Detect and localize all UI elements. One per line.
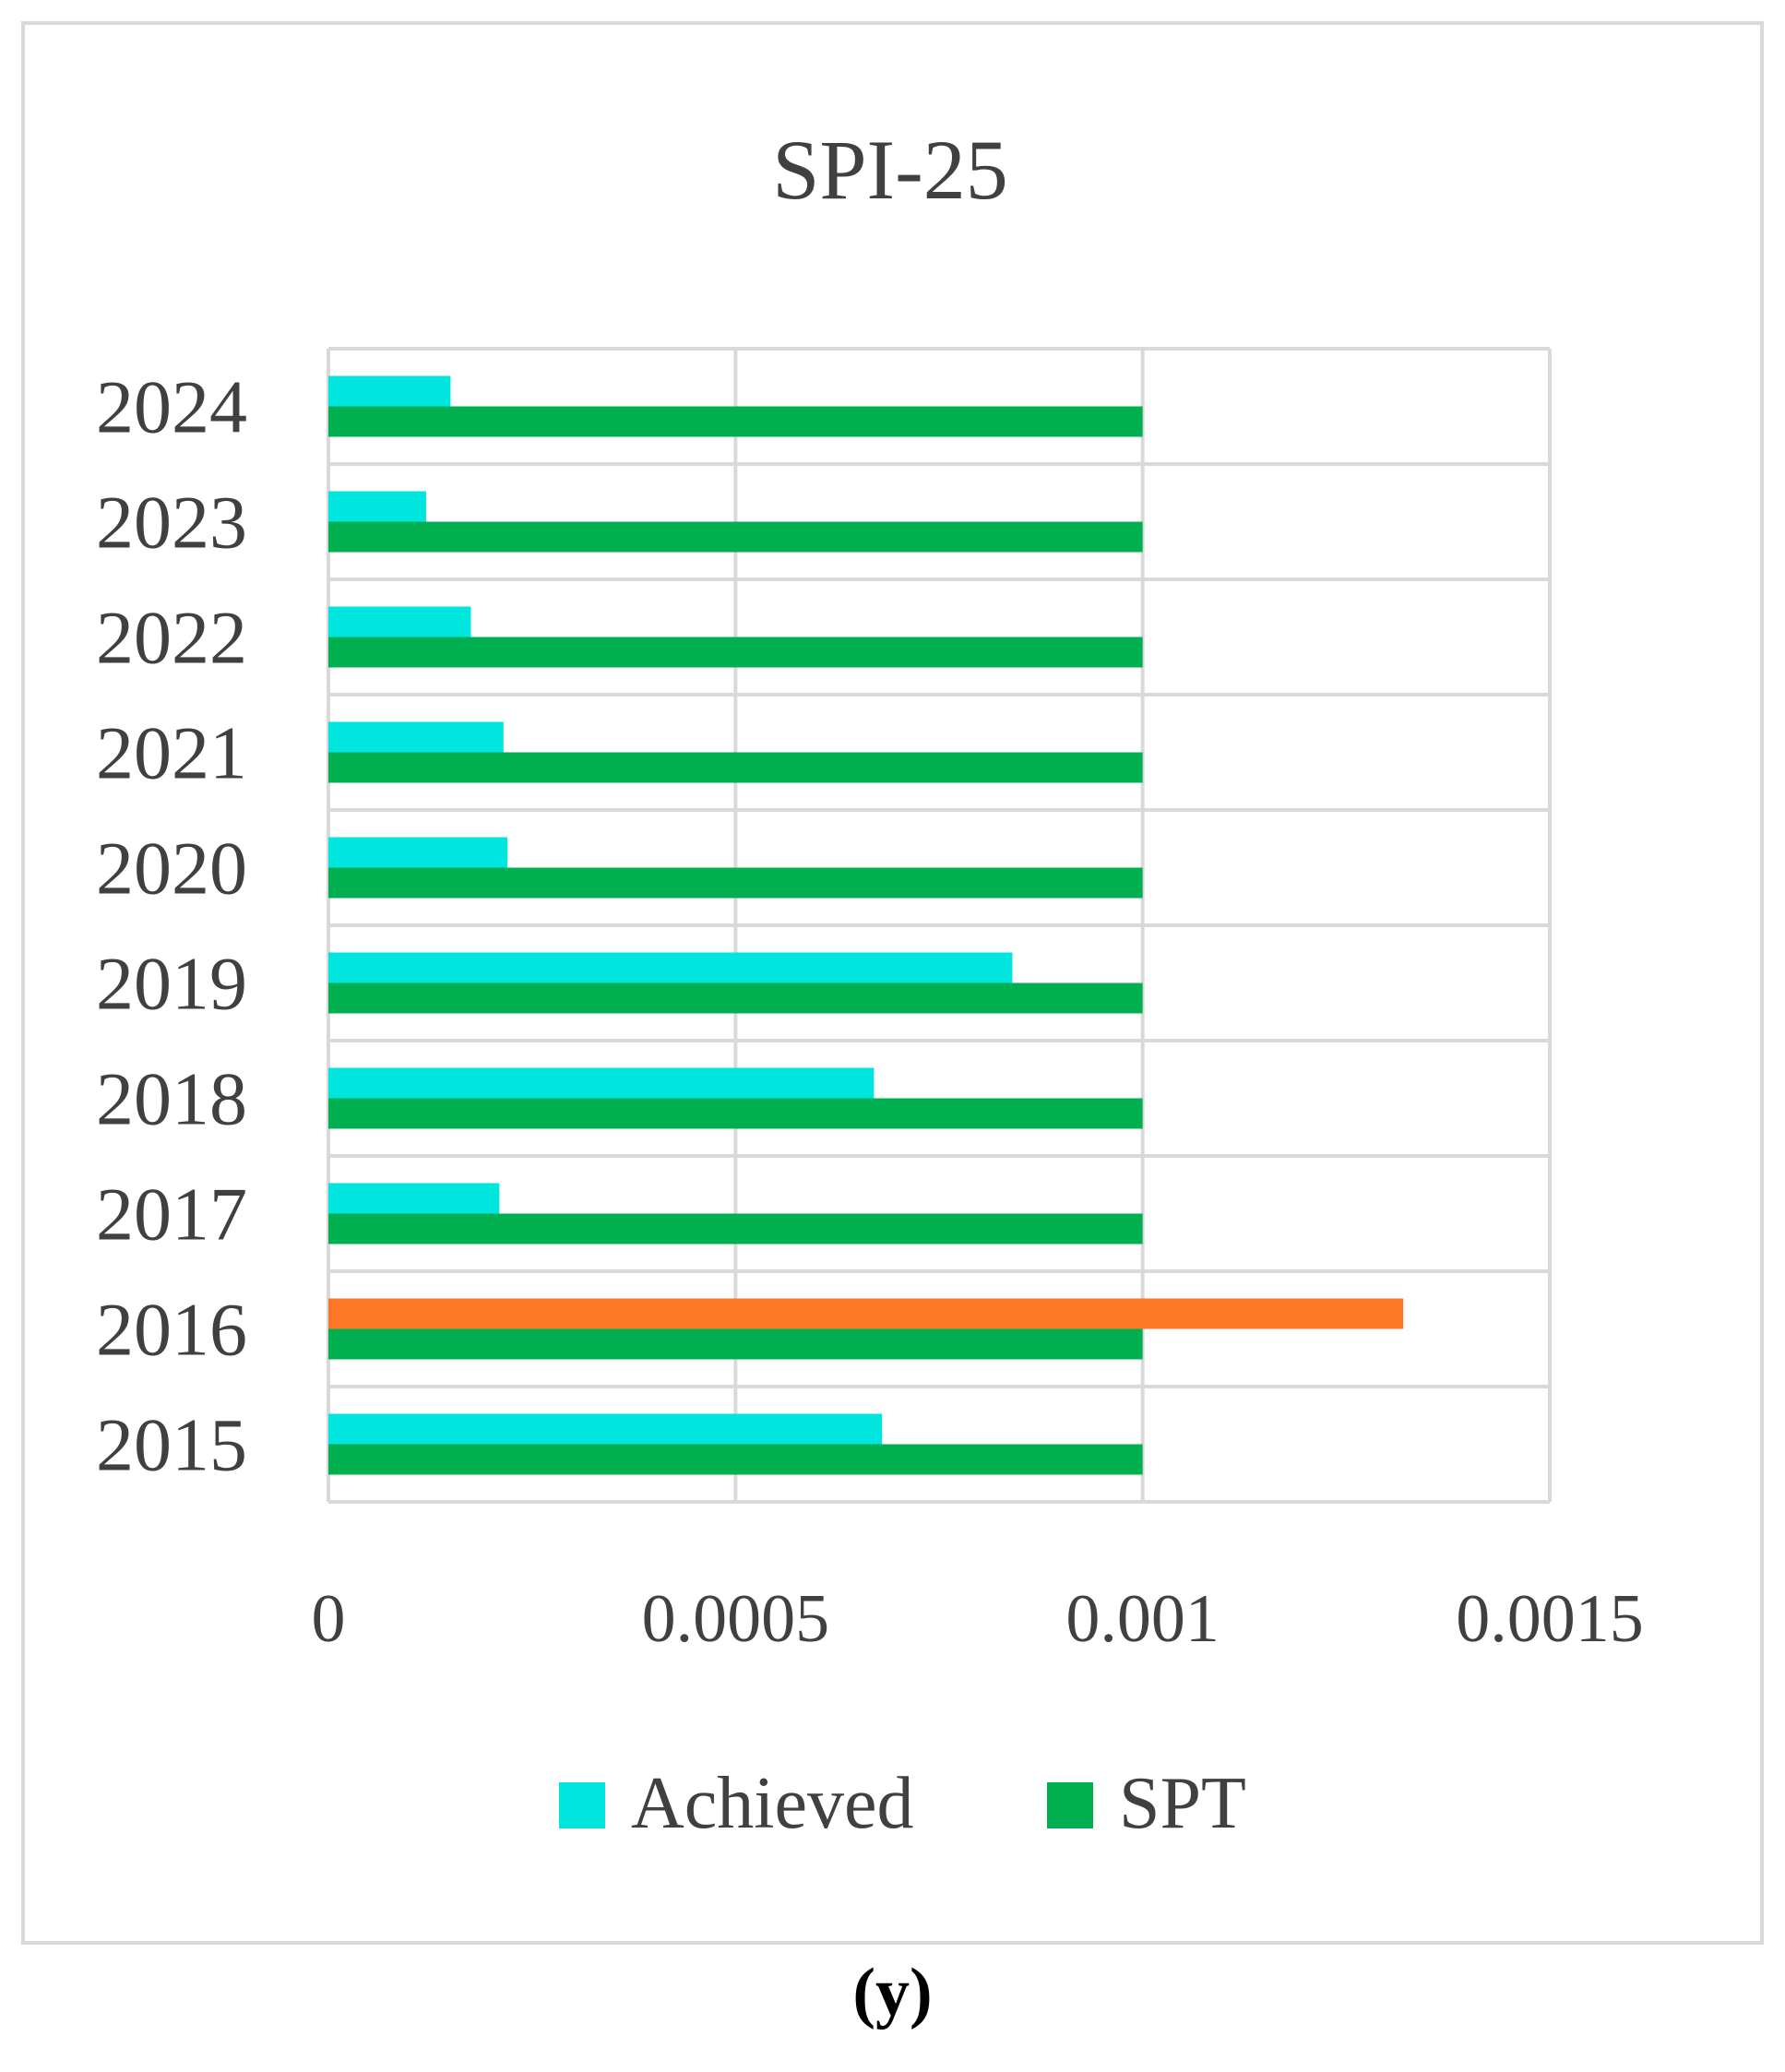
bar-achieved-2020	[328, 837, 508, 868]
category-label-2021: 2021	[96, 711, 247, 795]
category-label-2023: 2023	[96, 481, 247, 565]
category-label-2022: 2022	[96, 596, 247, 680]
category-label-2019: 2019	[96, 942, 247, 1026]
category-axis-labels: 2015 2016 2017 2018 2019 2020 2021 2022 2023 2024	[96, 365, 247, 1487]
category-label-2017: 2017	[96, 1173, 247, 1256]
value-axis-tick-labels: 0 0.0005 0.001 0.0015	[312, 1581, 1644, 1657]
bar-achieved-2019	[328, 952, 1013, 983]
bar-achieved-2021	[328, 721, 504, 753]
x-tick-label: 0	[312, 1581, 346, 1657]
category-label-2018: 2018	[96, 1057, 247, 1141]
legend-label-achieved: Achieved	[631, 1763, 914, 1844]
legend-swatch-achieved	[559, 1782, 605, 1828]
panel-caption: (y)	[852, 1955, 933, 2030]
category-label-2024: 2024	[96, 365, 247, 449]
bar-spt-2023	[328, 521, 1143, 553]
bar-achieved-2016	[328, 1298, 1404, 1329]
chart-title: SPI-25	[772, 123, 1008, 217]
bar-spt-2015	[328, 1444, 1143, 1475]
bar-spt-2024	[328, 406, 1143, 437]
bar-achieved-2023	[328, 491, 426, 522]
bar-achieved-2018	[328, 1067, 875, 1099]
bar-spt-2018	[328, 1098, 1143, 1129]
x-tick-label: 0.001	[1065, 1581, 1220, 1657]
bar-achieved-2024	[328, 375, 451, 407]
bar-spt-2022	[328, 637, 1143, 668]
bar-achieved-2017	[328, 1183, 500, 1214]
category-label-2015: 2015	[96, 1403, 247, 1487]
bar-spt-2019	[328, 982, 1143, 1014]
bar-spt-2017	[328, 1213, 1143, 1244]
bar-achieved-2022	[328, 606, 471, 637]
bar-spt-2021	[328, 752, 1143, 783]
legend: Achieved SPT	[559, 1763, 1246, 1844]
legend-label-spt: SPT	[1119, 1763, 1246, 1844]
category-label-2016: 2016	[96, 1288, 247, 1372]
bars	[328, 375, 1404, 1475]
bar-spt-2016	[328, 1328, 1143, 1360]
x-tick-label: 0.0015	[1456, 1581, 1644, 1657]
legend-swatch-spt	[1047, 1782, 1093, 1828]
x-tick-label: 0.0005	[642, 1581, 830, 1657]
bar-spt-2020	[328, 867, 1143, 899]
bar-achieved-2015	[328, 1413, 883, 1445]
category-label-2020: 2020	[96, 827, 247, 911]
